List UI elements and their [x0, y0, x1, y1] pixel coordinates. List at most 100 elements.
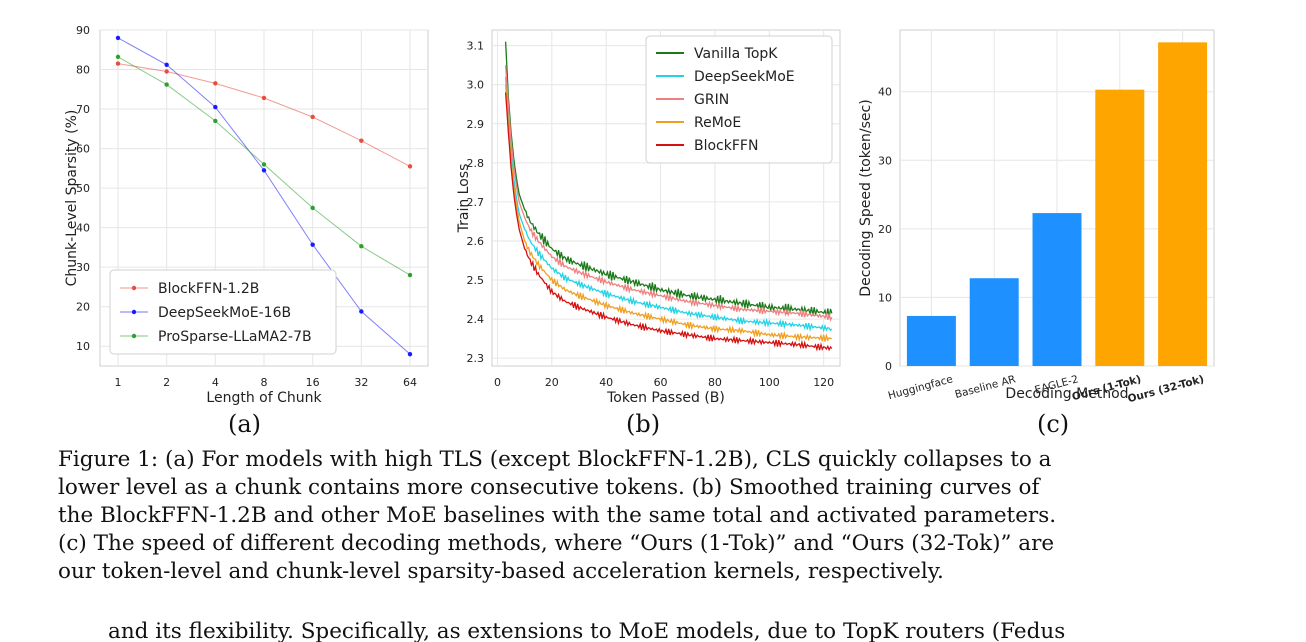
chart-a-x-tick-label: 2: [163, 376, 170, 389]
chart-b-x-tick-label: 0: [494, 376, 501, 389]
chart-b-svg: 2.3 2.4 2.5 2.6 2.7 2.8 2.9 3.0 3.1 0 20 40 60 80 100 1…: [456, 29, 841, 406]
chart-a-svg: 10 20 30 40 50 60 70 80 90 1 2 4 8 16 32 64 Length of Ch…: [64, 24, 429, 406]
chart-a-y-tick-label: 70: [76, 103, 90, 116]
body-text-line: and its flexibility. Specifically, as ex…: [108, 619, 1066, 642]
chart-a-y-tick-label: 50: [76, 182, 90, 195]
chart-a-data-point: [359, 244, 364, 249]
chart-c-bar: [1032, 213, 1082, 366]
chart-b-series-line: [504, 76, 833, 333]
chart-a-x-axis-label: Length of Chunk: [206, 390, 322, 406]
chart-b-y-tick-label: 2.6: [467, 235, 485, 248]
chart-a-y-tick-label: 90: [76, 24, 90, 37]
chart-b-x-tick-label: 60: [654, 376, 668, 389]
chart-a-data-point: [213, 81, 218, 86]
chart-c-bar: [906, 315, 956, 366]
caption-line: our token-level and chunk-level sparsity…: [58, 559, 944, 584]
chart-a-data-point: [407, 272, 413, 278]
chart-b-series-line: [504, 84, 832, 343]
chart-c-y-tick-label: 20: [878, 223, 892, 236]
chart-b-y-tick-label: 2.4: [467, 313, 485, 326]
chart-a-data-point: [310, 114, 315, 120]
chart-b-x-tick-label: 100: [759, 376, 780, 389]
chart-c-y-axis-label: Decoding Speed (token/sec): [858, 99, 874, 296]
subcaption-c: (c): [1037, 410, 1070, 438]
chart-a-legend-label: ProSparse-LLaMA2-7B: [158, 329, 312, 345]
chart-a-data-point: [261, 162, 267, 167]
chart-a-legend-marker: [131, 285, 137, 291]
chart-a-data-point: [115, 35, 121, 41]
chart-a-y-tick-label: 80: [76, 64, 90, 77]
chart-a-x-tick-label: 8: [261, 376, 268, 389]
chart-b-series-line: [504, 65, 833, 322]
chart-a-data-point: [261, 168, 267, 173]
chart-c: 0 10 20 30 40 Huggingface Baseline AR EAGLE-2 Ou…: [850, 0, 1306, 410]
chart-a-y-axis-label: Chunk-Level Sparsity (%): [64, 110, 80, 287]
chart-b-y-tick-label: 2.9: [467, 118, 485, 131]
chart-c-y-tick-label: 0: [885, 360, 892, 373]
subcaption-a: (a): [228, 410, 262, 438]
chart-b-x-tick-label: 20: [545, 376, 559, 389]
chart-a-y-tick-label: 40: [76, 222, 90, 235]
chart-a-legend: [109, 269, 337, 355]
chart-a-data-point: [164, 69, 169, 74]
figure-caption: Figure 1: (a) For models with high TLS (…: [58, 446, 1258, 586]
chart-a-legend-label: BlockFFN-1.2B: [158, 281, 259, 297]
chart-a-data-point: [310, 242, 315, 247]
chart-a-x-tick-label: 16: [306, 376, 320, 389]
chart-b-y-tick-label: 2.8: [467, 157, 485, 170]
chart-a-x-tick-label: 64: [403, 376, 417, 389]
chart-a-legend-marker: [131, 309, 137, 315]
chart-a-data-point: [407, 351, 413, 357]
chart-a-data-point: [359, 138, 364, 143]
chart-c-y-tick-label: 10: [878, 291, 892, 304]
chart-b-y-tick-label: 2.3: [467, 352, 485, 365]
chart-b-legend-label: ReMoE: [694, 115, 741, 131]
caption-line: (c) The speed of different decoding meth…: [58, 531, 1055, 556]
chart-c-bar: [1095, 89, 1145, 367]
caption-line: the BlockFFN-1.2B and other MoE baseline…: [58, 503, 1057, 528]
chart-b-legend: [645, 35, 833, 164]
chart-a-y-tick-label: 10: [76, 340, 90, 353]
chart-b-y-tick-label: 3.1: [467, 40, 485, 53]
chart-b-x-tick-label: 120: [813, 376, 834, 389]
chart-a-legend-marker: [131, 333, 137, 339]
chart-a-y-tick-label: 30: [76, 261, 90, 274]
chart-b-y-tick-label: 2.5: [467, 274, 485, 287]
chart-b-x-tick-label: 40: [599, 376, 613, 389]
chart-b-y-tick-label: 3.0: [467, 79, 485, 92]
chart-a-data-point: [261, 95, 267, 101]
chart-b: 2.3 2.4 2.5 2.6 2.7 2.8 2.9 3.0 3.1 0 20 40 60 80 100 1…: [440, 0, 850, 410]
chart-a-data-point: [407, 164, 413, 169]
chart-b-legend-label: GRIN: [694, 92, 729, 108]
chart-b-x-tick-label: 80: [708, 376, 722, 389]
chart-a-data-point: [164, 82, 169, 87]
caption-line: Figure 1: (a) For models with high TLS (…: [58, 447, 1052, 472]
chart-a-data-point: [213, 104, 218, 110]
chart-a-data-point: [213, 118, 218, 124]
chart-b-legend-label: BlockFFN: [694, 138, 758, 154]
chart-a-data-point: [164, 62, 169, 67]
chart-b-x-axis-label: Token Passed (B): [606, 390, 725, 406]
chart-a-data-point: [115, 61, 121, 66]
chart-a-data-point: [359, 309, 364, 314]
chart-b-series-line: [504, 92, 833, 352]
chart-c-x-axis-label: Decoding Method: [1005, 386, 1128, 402]
caption-line: lower level as a chunk contains more con…: [58, 475, 1040, 500]
chart-a: 10 20 30 40 50 60 70 80 90 1 2 4 8 16 32 64 Length of Ch…: [0, 0, 440, 410]
chart-a-x-tick-label: 1: [115, 376, 122, 389]
subcaption-b: (b): [626, 410, 661, 438]
chart-c-x-tick-label: Huggingface: [887, 373, 954, 402]
chart-c-bar: [1158, 42, 1208, 366]
chart-b-y-tick-label: 2.7: [467, 196, 485, 209]
chart-c-y-tick-label: 30: [878, 154, 892, 167]
chart-c-bar: [969, 278, 1019, 366]
chart-b-legend-label: DeepSeekMoE: [694, 69, 795, 85]
chart-a-x-tick-label: 32: [354, 376, 368, 389]
chart-a-data-point: [310, 205, 315, 211]
chart-a-x-tick-label: 4: [212, 376, 219, 389]
chart-a-legend-label: DeepSeekMoE-16B: [158, 305, 291, 321]
chart-b-y-axis-label: Train Loss: [456, 164, 472, 234]
chart-a-y-tick-label: 20: [76, 301, 90, 314]
chart-a-data-point: [115, 54, 121, 60]
